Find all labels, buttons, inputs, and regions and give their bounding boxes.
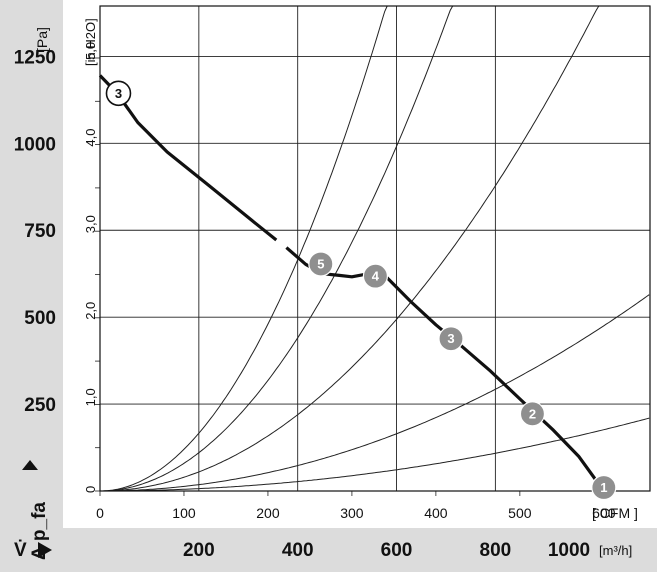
system-curves xyxy=(100,5,650,492)
x2-tick-label: 400 xyxy=(282,540,314,561)
y-tick-labels: 250 500 750 1000 1250 xyxy=(14,47,56,416)
operating-point-3: 3 xyxy=(438,326,464,352)
y-unit-label: [Pa] xyxy=(34,27,50,52)
operating-point-label: 1 xyxy=(600,480,607,495)
x-tick-label: 500 xyxy=(508,505,532,521)
system-curve-curve-5 xyxy=(100,5,388,492)
y-tick-label: 1250 xyxy=(14,47,56,68)
y2-tick-label: 2,0 xyxy=(83,302,98,320)
y2-unit-label: [in H2O] xyxy=(83,18,98,66)
x2-tick-label: 200 xyxy=(183,540,215,561)
x-tick-label: 0 xyxy=(96,505,104,521)
x-tick-label: 300 xyxy=(340,505,364,521)
x2-tick-labels: 200 400 600 800 1000 xyxy=(183,540,590,561)
x-tick-label: 100 xyxy=(172,505,196,521)
y2-tick-label: 0 xyxy=(83,486,98,493)
operating-point-circle xyxy=(362,263,389,289)
x-tick-label: 400 xyxy=(424,505,448,521)
y2-tick-labels: 0 1,0 2,0 3,0 4,0 5,0 xyxy=(83,42,98,493)
grid xyxy=(100,6,650,491)
y-tick-label: 500 xyxy=(24,308,56,329)
y2-tick-label: 4,0 xyxy=(83,129,98,147)
operating-point-3-open: 3 xyxy=(105,80,132,107)
performance-curve-segment-2 xyxy=(285,246,606,492)
operating-point-label: 5 xyxy=(317,256,324,271)
y2-tick-label: 1,0 xyxy=(83,388,98,406)
bottom-axis-band xyxy=(0,528,657,572)
y-tick-label: 1000 xyxy=(14,134,56,155)
system-curve-curve-3 xyxy=(100,5,600,492)
system-curve-curve-2 xyxy=(100,294,650,492)
x-axis-title: V̇ xyxy=(14,539,27,561)
left-axis-band xyxy=(0,0,63,572)
x-tick-labels: 0 100 200 300 400 500 600 xyxy=(96,505,616,521)
x-axis-arrow-icon xyxy=(38,542,52,558)
x-tick-label: 200 xyxy=(256,505,280,521)
operating-point-circle xyxy=(105,80,132,107)
performance-curve-group xyxy=(98,74,606,492)
plot-frame xyxy=(99,5,651,492)
operating-point-circle xyxy=(308,251,334,277)
operating-points: 1 2 3 4 5 3 xyxy=(105,80,617,501)
y-tick-label: 250 xyxy=(24,395,56,416)
x-unit-label: [ CFM ] xyxy=(592,505,638,521)
operating-point-label: 3 xyxy=(447,331,454,346)
x2-tick-label: 1000 xyxy=(548,540,590,561)
y2-tick-label: 5,0 xyxy=(83,42,98,60)
operating-point-5: 5 xyxy=(308,251,334,277)
x-tick-label: 600 xyxy=(592,505,616,521)
y-tick-label: 750 xyxy=(24,221,56,242)
x2-unit-label: [m³/h] xyxy=(599,543,632,558)
x2-tick-label: 800 xyxy=(480,540,512,561)
y-axis-arrow-icon xyxy=(22,460,38,470)
operating-point-1: 1 xyxy=(591,474,617,501)
operating-point-label: 2 xyxy=(529,406,536,421)
operating-point-4: 4 xyxy=(362,263,389,289)
minor-ticks xyxy=(95,57,605,496)
y2-tick-label: 3,0 xyxy=(83,215,98,233)
y-axis-title: Δ p_fa xyxy=(29,502,50,560)
operating-point-2: 2 xyxy=(519,401,546,427)
operating-point-label: 3 xyxy=(115,86,122,101)
operating-point-circle xyxy=(519,401,546,427)
system-curve-curve-1 xyxy=(100,417,650,492)
x2-tick-label: 600 xyxy=(381,540,413,561)
system-curve-curve-4 xyxy=(100,5,454,492)
operating-point-label: 4 xyxy=(372,269,380,284)
operating-point-circle xyxy=(438,326,464,352)
operating-point-circle xyxy=(591,474,617,501)
